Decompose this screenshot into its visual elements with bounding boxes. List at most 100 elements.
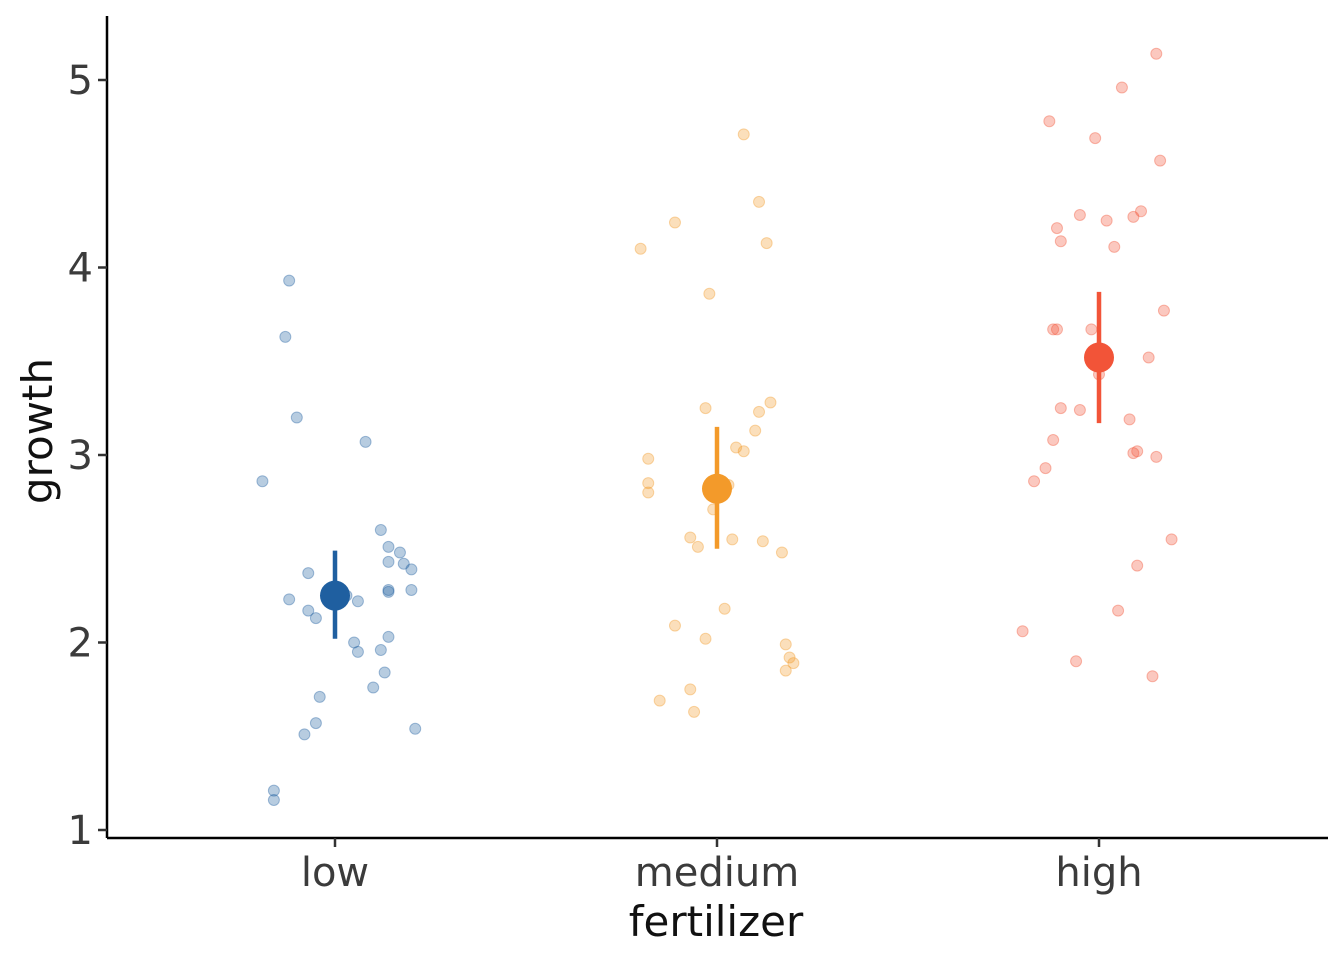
y-tick-label: 2 — [68, 621, 93, 667]
data-point-medium — [779, 638, 792, 651]
data-point-medium — [684, 531, 697, 544]
data-points — [256, 47, 1178, 806]
data-point-medium — [642, 452, 655, 465]
data-point-low — [351, 645, 364, 658]
data-point-medium — [753, 195, 766, 208]
data-point-medium — [756, 535, 769, 548]
data-point-high — [1054, 235, 1067, 248]
data-point-low — [298, 728, 311, 741]
y-tick-label: 3 — [68, 433, 93, 479]
data-point-low — [313, 690, 326, 703]
data-point-high — [1131, 559, 1144, 572]
data-point-medium — [668, 619, 681, 632]
data-point-high — [1123, 413, 1136, 426]
data-point-high — [1085, 323, 1098, 336]
data-point-medium — [642, 486, 655, 499]
data-point-low — [359, 435, 372, 448]
data-point-low — [348, 636, 361, 649]
data-point-high — [1089, 132, 1102, 145]
data-point-low — [256, 475, 269, 488]
data-point-high — [1054, 402, 1067, 415]
mean-point-low — [320, 580, 350, 611]
data-point-medium — [775, 546, 788, 559]
x-tick-label: high — [1055, 850, 1142, 896]
data-point-high — [1047, 434, 1060, 446]
data-point-high — [1073, 209, 1086, 221]
data-point-high — [1050, 222, 1063, 235]
data-point-medium — [787, 657, 800, 670]
data-point-low — [382, 555, 395, 568]
data-point-medium — [760, 237, 773, 250]
data-point-medium — [691, 540, 704, 553]
data-point-high — [1043, 115, 1056, 128]
data-point-medium — [718, 602, 731, 615]
y-tick-label: 4 — [68, 246, 93, 292]
data-point-low — [393, 546, 406, 559]
data-point-low — [397, 557, 410, 570]
y-ticks: 1 2 3 4 5 — [68, 58, 107, 854]
x-tick-label: medium — [635, 850, 799, 896]
data-point-low — [290, 411, 303, 424]
data-point-medium — [642, 477, 655, 490]
data-point-high — [1131, 445, 1144, 458]
data-point-medium — [779, 664, 792, 677]
x-ticks: low medium high — [301, 838, 1143, 896]
y-tick-label: 1 — [68, 808, 93, 854]
data-point-high — [1154, 154, 1167, 167]
data-point-high — [1028, 475, 1041, 488]
data-point-high — [1016, 625, 1029, 638]
data-point-low — [279, 330, 292, 343]
data-point-medium — [753, 405, 766, 418]
data-point-medium — [764, 396, 777, 409]
data-point-medium — [726, 533, 739, 546]
data-point-low — [302, 567, 315, 580]
data-point-low — [382, 630, 395, 643]
data-point-low — [267, 784, 280, 797]
data-point-low — [378, 666, 391, 679]
data-point-low — [309, 717, 322, 730]
data-point-medium — [699, 402, 712, 415]
data-point-low — [351, 595, 364, 608]
data-point-high — [1115, 81, 1128, 94]
data-point-medium — [634, 242, 647, 255]
data-point-high — [1047, 323, 1060, 336]
data-point-high — [1135, 205, 1148, 218]
data-point-high — [1150, 47, 1163, 60]
data-point-medium — [783, 651, 796, 664]
data-point-low — [405, 563, 418, 576]
data-point-high — [1100, 214, 1113, 227]
data-point-low — [382, 540, 395, 553]
x-tick-label: low — [301, 850, 369, 896]
x-axis: low medium high fertilizer — [107, 836, 1328, 946]
data-point-medium — [737, 445, 750, 458]
data-point-high — [1073, 404, 1086, 416]
data-point-medium — [737, 128, 750, 141]
y-axis: 1 2 3 4 5 growth — [13, 16, 109, 854]
y-tick-label: 5 — [68, 58, 93, 104]
data-point-high — [1108, 240, 1121, 253]
data-point-medium — [653, 694, 666, 707]
data-point-low — [409, 722, 422, 735]
data-point-low — [283, 274, 296, 287]
data-point-high — [1070, 655, 1083, 668]
x-axis-title: fertilizer — [629, 897, 804, 946]
data-point-high — [1146, 670, 1159, 683]
data-point-low — [309, 612, 322, 625]
data-point-medium — [699, 632, 712, 645]
data-point-high — [1039, 462, 1052, 475]
data-point-low — [382, 584, 395, 596]
data-point-medium — [730, 441, 743, 454]
data-point-low — [267, 794, 280, 806]
data-point-high — [1112, 604, 1125, 617]
data-point-medium — [668, 216, 681, 229]
data-point-low — [302, 604, 315, 617]
data-point-high — [1157, 304, 1170, 317]
data-point-low — [405, 584, 418, 596]
y-axis-title: growth — [13, 358, 62, 504]
data-point-medium — [688, 705, 701, 718]
data-point-high — [1127, 447, 1140, 460]
mean-point-high — [1084, 342, 1114, 373]
summary-marks — [320, 291, 1114, 639]
data-point-medium — [749, 424, 762, 437]
